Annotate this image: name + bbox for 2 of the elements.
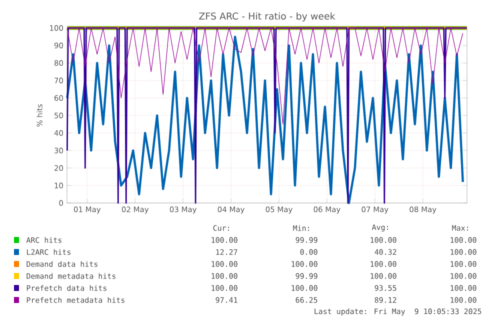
line-series [66,28,464,125]
chart-title: ZFS ARC - Hit ratio - by week [199,12,336,22]
